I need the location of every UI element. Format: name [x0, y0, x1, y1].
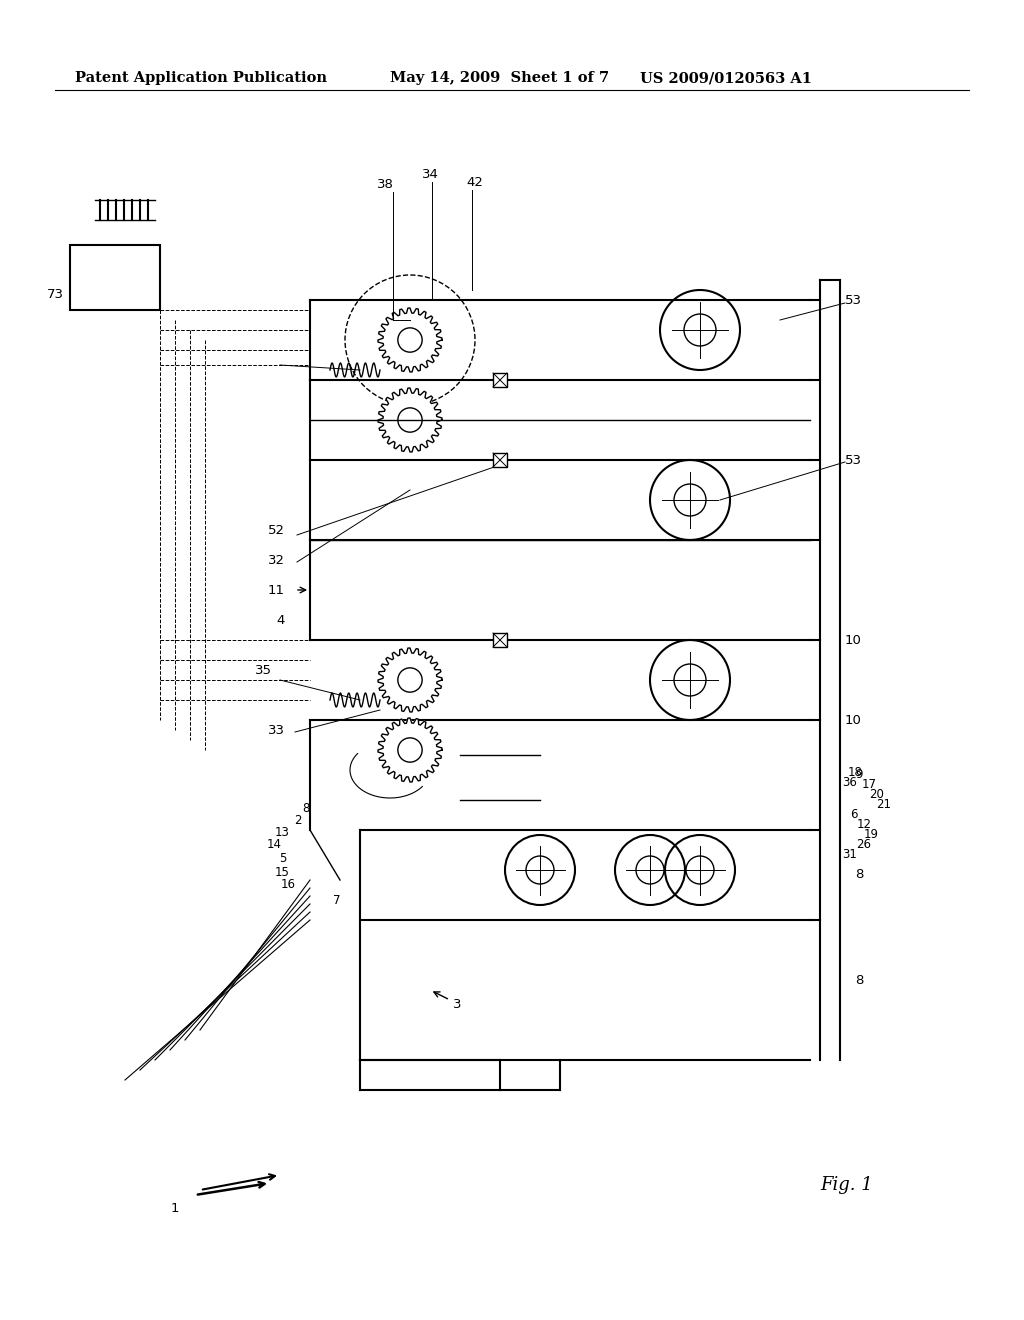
Text: 8: 8 — [855, 869, 863, 882]
Text: 1: 1 — [171, 1201, 179, 1214]
Text: 31: 31 — [842, 849, 857, 862]
Text: 3: 3 — [453, 998, 462, 1011]
Text: Fig. 1: Fig. 1 — [820, 1176, 872, 1195]
Text: 2: 2 — [295, 813, 302, 826]
Text: 20: 20 — [869, 788, 884, 801]
Text: 53: 53 — [845, 454, 861, 466]
Text: 9: 9 — [855, 768, 862, 781]
Text: 52: 52 — [268, 524, 285, 536]
Text: 8: 8 — [303, 801, 310, 814]
Text: May 14, 2009  Sheet 1 of 7: May 14, 2009 Sheet 1 of 7 — [390, 71, 609, 84]
Polygon shape — [378, 308, 442, 372]
Text: 5: 5 — [279, 851, 286, 865]
Text: 13: 13 — [275, 825, 290, 838]
Text: 42: 42 — [467, 177, 483, 190]
Text: 11: 11 — [268, 583, 285, 597]
Text: 10: 10 — [845, 634, 861, 647]
Polygon shape — [378, 388, 442, 451]
Text: 12: 12 — [857, 818, 872, 832]
Text: Patent Application Publication: Patent Application Publication — [75, 71, 327, 84]
Text: 38: 38 — [377, 178, 393, 191]
Text: 53: 53 — [845, 293, 861, 306]
Text: US 2009/0120563 A1: US 2009/0120563 A1 — [640, 71, 812, 84]
Text: 32: 32 — [268, 553, 285, 566]
Bar — [493, 453, 507, 467]
Bar — [493, 374, 507, 387]
Text: 6: 6 — [850, 808, 857, 821]
Text: 33: 33 — [268, 723, 285, 737]
Text: 7: 7 — [333, 894, 340, 907]
Text: 73: 73 — [46, 289, 63, 301]
Text: 8: 8 — [855, 974, 863, 986]
Text: 16: 16 — [281, 879, 296, 891]
Text: 26: 26 — [856, 838, 871, 851]
Bar — [493, 634, 507, 647]
Text: 35: 35 — [255, 664, 272, 676]
Text: 18: 18 — [848, 767, 863, 780]
Text: 17: 17 — [862, 779, 877, 792]
Text: 10: 10 — [845, 714, 861, 726]
Text: 21: 21 — [876, 799, 891, 812]
Text: 14: 14 — [267, 838, 282, 851]
Text: 34: 34 — [422, 169, 438, 181]
Text: 4: 4 — [276, 614, 285, 627]
Polygon shape — [378, 718, 442, 781]
Text: 15: 15 — [275, 866, 290, 879]
Text: 19: 19 — [864, 829, 879, 842]
Text: 36: 36 — [842, 776, 857, 789]
Bar — [70, 246, 160, 310]
Polygon shape — [378, 648, 442, 711]
